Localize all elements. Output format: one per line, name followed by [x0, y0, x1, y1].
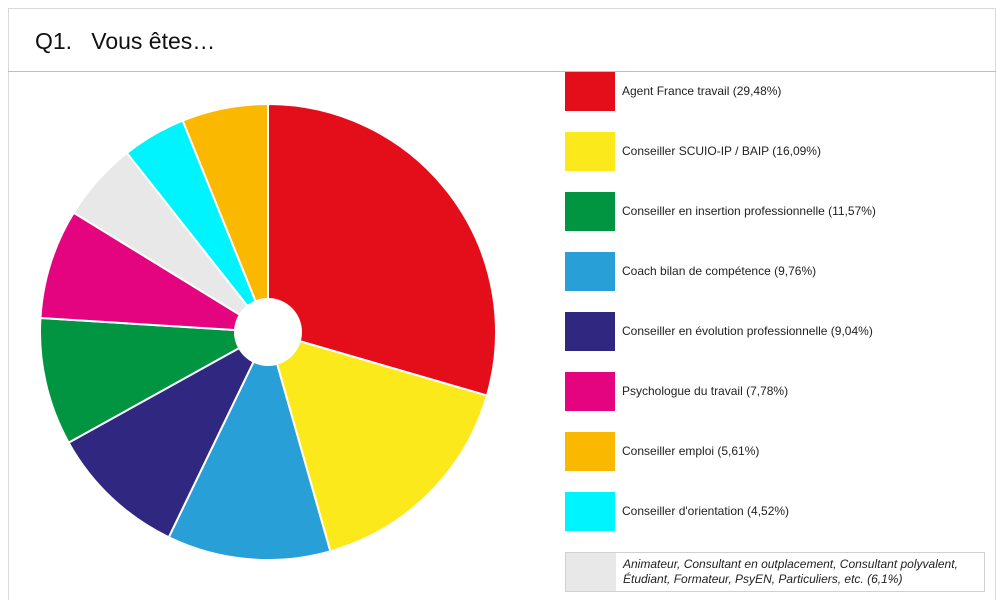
legend-swatch — [565, 372, 615, 411]
pie-chart — [39, 102, 497, 561]
question-title: Q1. Vous êtes… — [35, 28, 216, 54]
legend-item: Conseiller en insertion professionnelle … — [565, 192, 990, 231]
legend-swatch — [565, 432, 615, 471]
legend-label: Psychologue du travail (7,78%) — [622, 384, 789, 398]
pie-slice-4 — [67, 329, 271, 539]
legend-swatch — [565, 492, 615, 531]
donut-hole — [234, 298, 302, 366]
legend-swatch — [566, 553, 616, 591]
legend-item: Conseiller en évolution professionnelle … — [565, 312, 990, 351]
pie-slice-9 — [181, 102, 269, 333]
legend-item: Agent France travail (29,48%) — [565, 72, 990, 111]
legend-swatch — [565, 132, 615, 171]
legend-label: Conseiller emploi (5,61%) — [622, 444, 760, 458]
legend-swatch — [565, 192, 615, 231]
legend-swatch — [565, 312, 615, 351]
chart-frame — [8, 8, 996, 600]
pie-slice-5 — [39, 316, 272, 445]
legend-label: Conseiller d'orientation (4,52%) — [622, 504, 790, 518]
pie-slice-3 — [167, 329, 332, 561]
legend-label: Coach bilan de compétence (9,76%) — [622, 264, 817, 278]
legend-swatch — [565, 252, 615, 291]
legend-item: Psychologue du travail (7,78%) — [565, 372, 990, 411]
legend-item: Conseiller d'orientation (4,52%) — [565, 492, 990, 531]
pie-slice-1 — [267, 102, 497, 397]
legend-item: Coach bilan de compétence (9,76%) — [565, 252, 990, 291]
legend-item: Conseiller SCUIO-IP / BAIP (16,09%) — [565, 132, 990, 171]
pie-slice-2 — [266, 330, 489, 553]
legend-label: Conseiller en évolution professionnelle … — [622, 324, 873, 338]
legend-label: Conseiller SCUIO-IP / BAIP (16,09%) — [622, 144, 821, 158]
legend-item: Conseiller emploi (5,61%) — [565, 432, 990, 471]
pie-slice-6 — [39, 211, 269, 333]
legend-label: Conseiller en insertion professionnelle … — [622, 204, 876, 218]
legend-label: Agent France travail (29,48%) — [622, 84, 782, 98]
legend-swatch — [565, 72, 615, 111]
legend-item: Animateur, Consultant en outplacement, C… — [565, 552, 985, 592]
question-header: Q1. Vous êtes… — [8, 8, 996, 72]
legend-label: Animateur, Consultant en outplacement, C… — [623, 557, 958, 586]
